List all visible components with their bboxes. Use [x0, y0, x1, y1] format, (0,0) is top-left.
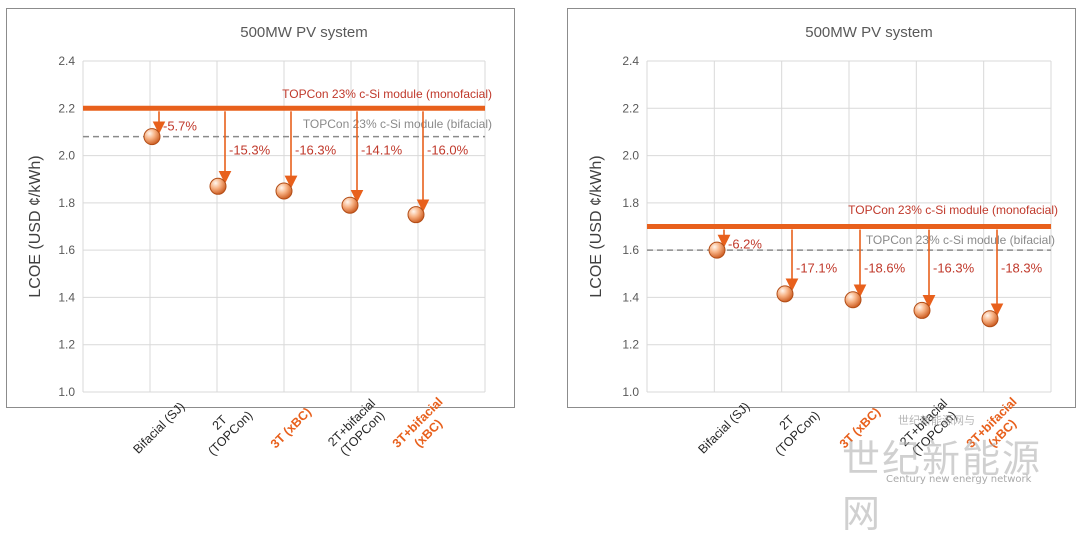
- reduction-label: -18.6%: [864, 261, 906, 276]
- data-point: [341, 196, 359, 214]
- y-tick-label: 1.4: [58, 290, 75, 304]
- data-point: [143, 128, 161, 146]
- x-category-label: Bifacial (SJ): [130, 399, 187, 456]
- x-category-label: 3T (xBC): [268, 405, 314, 451]
- lcoe-chart-left: 500MW PV system LCOE (USD ¢/kWh) 1.0 1.2 1.4…: [27, 24, 492, 399]
- data-point: [275, 182, 293, 200]
- watermark-top: 世纪新能源网与: [898, 414, 975, 427]
- data-point: [776, 285, 794, 303]
- data-point: [981, 310, 999, 328]
- y-tick-label: 1.2: [58, 338, 75, 352]
- reference-label-monofacial: TOPCon 23% c-Si module (monofacial): [282, 87, 492, 101]
- y-tick-label: 2.2: [58, 101, 75, 115]
- reduction-label: -16.3%: [295, 142, 337, 157]
- x-category-label: 2T(TOPCon): [772, 408, 822, 458]
- x-tick-label: 3T (xBC): [268, 405, 314, 451]
- reduction-label: -14.1%: [361, 142, 403, 157]
- x-category-label: Bifacial (SJ): [695, 399, 752, 456]
- data-point: [407, 206, 425, 224]
- reduction-label: -16.0%: [427, 142, 469, 157]
- y-tick-label: 2.4: [622, 54, 639, 68]
- x-tick-label: Bifacial (SJ): [695, 399, 752, 456]
- y-tick-label: 1.8: [58, 196, 75, 210]
- reduction-label: -5.7%: [163, 118, 197, 133]
- chart-title: 500MW PV system: [805, 24, 933, 41]
- x-tick-label: (TOPCon): [205, 408, 255, 458]
- reduction-label: -16.3%: [933, 261, 975, 276]
- x-category-label: 2T+bifacial(TOPCon): [325, 396, 387, 458]
- reference-label-bifacial: TOPCon 23% c-Si module (bifacial): [303, 117, 492, 131]
- y-tick-label: 1.6: [622, 243, 639, 257]
- y-tick-label: 2.0: [58, 149, 75, 163]
- lcoe-chart-right: 500MW PV system LCOE (USD ¢/kWh) 1.0 1.2 1.4…: [588, 24, 1058, 399]
- reduction-label: -15.3%: [229, 142, 271, 157]
- data-point: [209, 177, 227, 195]
- x-category-label: 2T(TOPCon): [205, 408, 255, 458]
- data-point: [708, 241, 726, 259]
- data-point: [913, 301, 931, 319]
- x-axis-labels-layer: Bifacial (SJ) 2T(TOPCon) 3T (xBC) 2T+bifaci…: [130, 395, 1019, 459]
- data-point: [844, 291, 862, 309]
- chart-title: 500MW PV system: [240, 24, 368, 41]
- y-tick-label: 1.2: [622, 338, 639, 352]
- reference-label-bifacial: TOPCon 23% c-Si module (bifacial): [866, 233, 1055, 247]
- y-tick-label: 2.4: [58, 54, 75, 68]
- x-category-label: 3T+bifacial(xBC): [390, 395, 446, 451]
- y-tick-label: 1.4: [622, 290, 639, 304]
- y-tick-label: 1.0: [58, 385, 75, 399]
- y-axis-label: LCOE (USD ¢/kWh): [27, 155, 44, 297]
- watermark-small: Century new energy network: [886, 474, 1032, 485]
- chart-panel-left: 500MW PV system LCOE (USD ¢/kWh) 1.0 1.2 1.4…: [6, 8, 515, 408]
- y-tick-label: 1.0: [622, 385, 639, 399]
- y-axis-label: LCOE (USD ¢/kWh): [588, 155, 605, 297]
- x-tick-label: Bifacial (SJ): [130, 399, 187, 456]
- y-tick-label: 2.2: [622, 101, 639, 115]
- y-tick-label: 1.6: [58, 243, 75, 257]
- reduction-label: -17.1%: [796, 261, 838, 276]
- y-tick-label: 2.0: [622, 149, 639, 163]
- reduction-label: -18.3%: [1001, 261, 1043, 276]
- reference-label-monofacial: TOPCon 23% c-Si module (monofacial): [848, 203, 1058, 217]
- reduction-label: -6.2%: [728, 237, 762, 252]
- y-tick-label: 1.8: [622, 196, 639, 210]
- x-tick-label: (TOPCon): [772, 408, 822, 458]
- chart-panel-right: 500MW PV system LCOE (USD ¢/kWh) 1.0 1.2 1.4…: [567, 8, 1076, 408]
